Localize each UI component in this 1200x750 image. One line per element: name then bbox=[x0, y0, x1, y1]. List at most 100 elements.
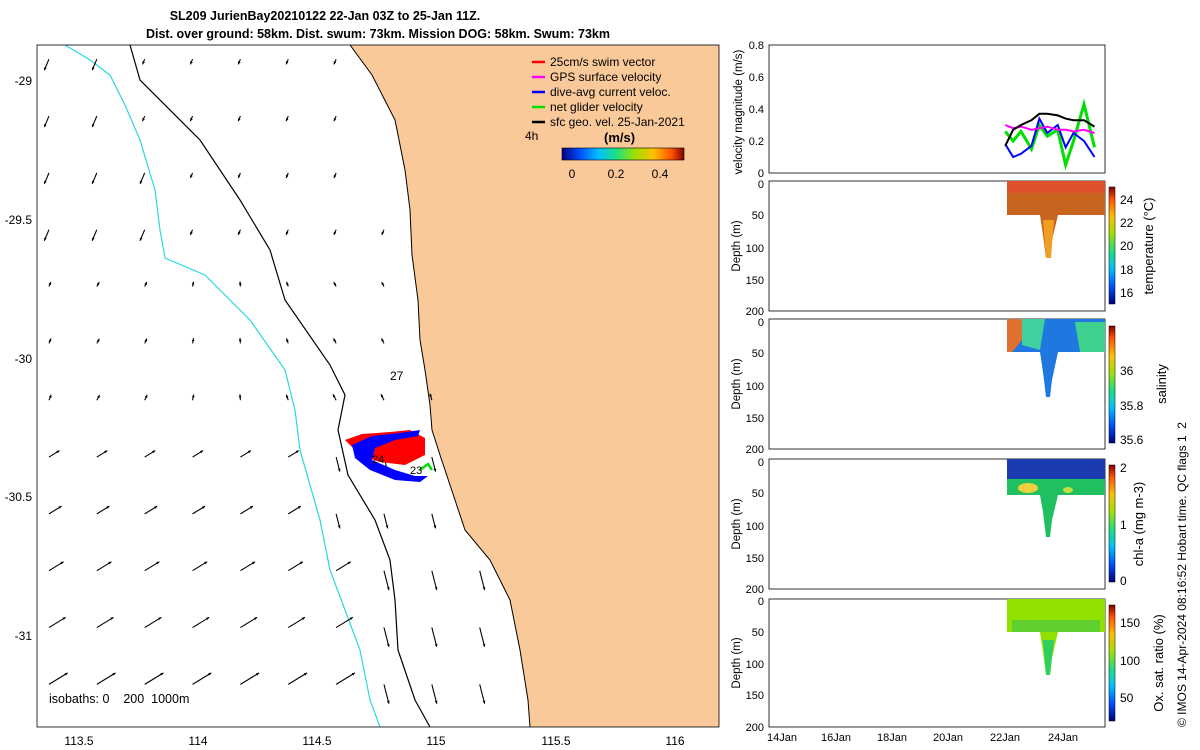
current-arrow-head bbox=[106, 506, 110, 509]
chla-colorbar bbox=[1108, 464, 1116, 583]
current-arrow-head bbox=[285, 394, 289, 398]
current-arrow bbox=[96, 616, 114, 629]
current-arrow-head bbox=[251, 561, 256, 565]
current-arrow-head bbox=[434, 700, 438, 704]
time-tick: 16Jan bbox=[821, 732, 851, 744]
salinity-depth-tick: 150 bbox=[746, 413, 764, 425]
current-arrow-head bbox=[381, 338, 385, 342]
chla-ylabel: Depth (m) bbox=[731, 498, 743, 549]
current-arrow bbox=[479, 684, 486, 704]
current-arrow-head bbox=[158, 617, 162, 620]
current-arrow-head bbox=[333, 118, 337, 122]
current-arrow-head bbox=[91, 237, 95, 241]
velocity-ylabel: velocity magnitude (m/s) bbox=[733, 50, 745, 175]
current-arrow-head bbox=[253, 617, 258, 620]
current-arrow-head bbox=[386, 700, 390, 704]
day-label-23: 23 bbox=[410, 465, 422, 477]
map-y-tick: -30 bbox=[15, 352, 33, 366]
current-arrow-head bbox=[97, 395, 100, 399]
salinity-colorbar bbox=[1108, 325, 1116, 444]
chla-cblabel: chl-a (mg m-3) bbox=[1131, 482, 1146, 567]
oxygen-cb-tick: 50 bbox=[1120, 691, 1134, 705]
current-arrow-head bbox=[190, 231, 193, 235]
temperature-depth-tick: 50 bbox=[752, 210, 764, 222]
current-arrow-head bbox=[160, 672, 164, 676]
chla-depth-tick: 200 bbox=[746, 584, 764, 596]
isobath-label: isobaths: 0 200 1000m bbox=[49, 692, 189, 706]
current-arrow bbox=[383, 627, 390, 648]
map-y-tick: -30.5 bbox=[5, 490, 33, 504]
current-arrow-head bbox=[337, 468, 341, 472]
temperature-depth-tick: 100 bbox=[746, 243, 764, 255]
current-arrow bbox=[144, 616, 162, 629]
current-arrow bbox=[287, 616, 306, 629]
current-arrow bbox=[240, 672, 260, 685]
map-x-tick: 113.5 bbox=[64, 734, 93, 748]
chla-depth-tick: 0 bbox=[758, 457, 764, 469]
current-arrow-head bbox=[91, 180, 95, 184]
oxygen-lower-layer bbox=[1012, 620, 1100, 632]
oxygen-section bbox=[1007, 599, 1105, 675]
current-arrow-head bbox=[44, 123, 47, 128]
chla-east-patch bbox=[1063, 487, 1073, 493]
current-arrow-head bbox=[156, 561, 160, 565]
map-arrows bbox=[43, 58, 486, 704]
current-arrow-head bbox=[381, 282, 385, 286]
current-arrow-head bbox=[285, 61, 289, 65]
colorbar-unit: (m/s) bbox=[604, 130, 635, 145]
current-arrow-head bbox=[333, 338, 337, 342]
current-arrow bbox=[287, 672, 308, 685]
current-arrow-head bbox=[152, 450, 156, 454]
current-arrow-head bbox=[385, 525, 389, 529]
figure-title: SL209 JurienBay20210122 22-Jan 03Z to 25… bbox=[170, 9, 481, 23]
temperature-cb-tick: 20 bbox=[1120, 239, 1134, 253]
temperature-ylabel: Depth (m) bbox=[731, 220, 743, 271]
temperature-depth-tick: 0 bbox=[758, 179, 764, 191]
legend-sfc-geo: sfc geo. vel. 25-Jan-2021 bbox=[550, 115, 685, 129]
current-arrow bbox=[335, 616, 354, 629]
current-arrow-head bbox=[142, 118, 145, 122]
salinity-ylabel: Depth (m) bbox=[731, 358, 743, 409]
current-arrow bbox=[96, 672, 116, 685]
current-arrow-head bbox=[238, 61, 241, 65]
oxygen-ylabel: Depth (m) bbox=[731, 637, 743, 688]
temperature-cblabel: temperature (°C) bbox=[1141, 198, 1156, 295]
current-arrow-head bbox=[295, 450, 299, 454]
current-arrow-head bbox=[56, 450, 60, 454]
current-arrow-head bbox=[191, 394, 195, 398]
current-arrow-head bbox=[351, 672, 355, 676]
map-panel: 27 24 23 113.5 114 114.5 115 115.5 116 -… bbox=[5, 44, 720, 748]
map-x-ticks: 113.5 114 114.5 115 115.5 116 bbox=[64, 734, 684, 748]
salinity-depth-tick: 0 bbox=[758, 317, 764, 329]
current-arrow-head bbox=[301, 617, 305, 620]
map-y-tick: -29.5 bbox=[5, 213, 33, 227]
current-arrow bbox=[431, 627, 438, 648]
velocity-y-tick: 0.6 bbox=[749, 72, 764, 84]
current-arrow-head bbox=[332, 394, 336, 398]
current-arrow-head bbox=[347, 561, 351, 565]
current-arrow-head bbox=[238, 281, 242, 285]
chla-frame bbox=[768, 458, 1106, 590]
map-y-tick: -29 bbox=[15, 74, 33, 88]
current-arrow-head bbox=[482, 700, 486, 704]
salinity-depth-tick: 100 bbox=[746, 381, 764, 393]
temperature-surface-layer bbox=[1007, 181, 1105, 193]
time-tick: 20Jan bbox=[933, 732, 963, 744]
current-arrow-head bbox=[429, 393, 433, 397]
current-arrow bbox=[192, 672, 212, 685]
current-arrow-head bbox=[204, 561, 208, 565]
current-arrow bbox=[383, 684, 390, 704]
temperature-section bbox=[1007, 181, 1105, 258]
current-arrow-head bbox=[238, 338, 242, 342]
isobath-1000m bbox=[64, 45, 381, 727]
current-arrow-head bbox=[190, 118, 193, 122]
current-arrow-head bbox=[238, 118, 241, 122]
current-arrow-head bbox=[380, 394, 384, 398]
current-arrow-head bbox=[108, 561, 112, 565]
velocity-series-line bbox=[1004, 112, 1096, 147]
current-arrow bbox=[335, 672, 356, 685]
velocity-panel: 0 0.2 0.4 0.6 0.8 velocity magnitude (m/… bbox=[733, 40, 1106, 180]
coastline bbox=[349, 45, 531, 727]
oxygen-cb-tick: 100 bbox=[1120, 654, 1140, 668]
current-arrow-head bbox=[333, 174, 337, 179]
